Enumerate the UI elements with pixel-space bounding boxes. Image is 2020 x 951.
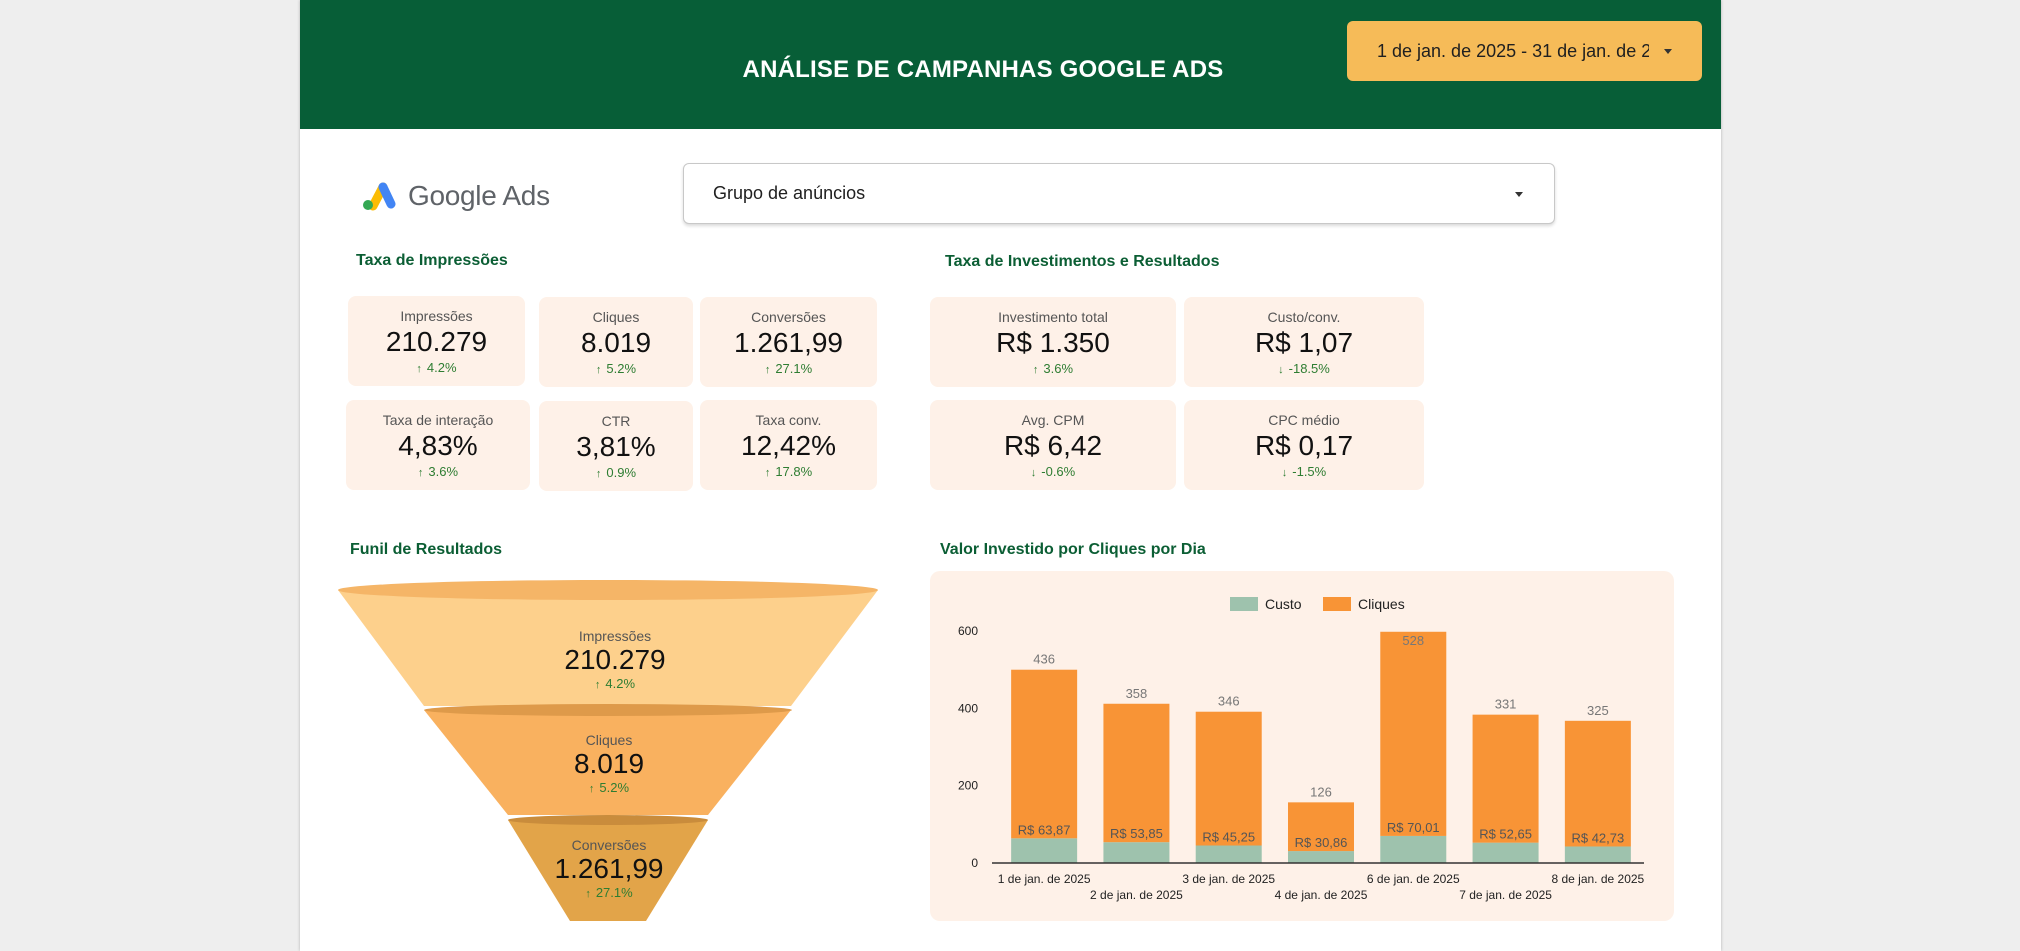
y-tick-label: 0 bbox=[971, 856, 978, 870]
metric-card-conversion-rate: Taxa conv. 12,42% ↑ 17.8% bbox=[700, 400, 877, 490]
metric-card-impressions: Impressões 210.279 ↑ 4.2% bbox=[348, 296, 525, 386]
bar-custo bbox=[1564, 846, 1631, 863]
arrow-up-icon: ↑ bbox=[585, 888, 591, 900]
metric-card-ctr: CTR 3,81% ↑ 0.9% bbox=[539, 401, 693, 491]
metric-card-avg-cpm: Avg. CPM R$ 6,42 ↓ -0.6% bbox=[930, 400, 1176, 490]
chart-section-title: Valor Investido por Cliques por Dia bbox=[940, 541, 1206, 558]
funnel-stage-clicks bbox=[424, 710, 791, 815]
arrow-up-icon: ↑ bbox=[764, 467, 771, 479]
caret-down-icon bbox=[1664, 49, 1672, 54]
arrow-up-icon: ↑ bbox=[594, 679, 601, 691]
arrow-down-icon: ↓ bbox=[1030, 467, 1037, 479]
google-ads-logo-text: Google Ads bbox=[408, 180, 550, 211]
arrow-up-icon: ↑ bbox=[417, 467, 424, 479]
data-label-custo: R$ 45,25 bbox=[1202, 830, 1255, 845]
x-tick-label: 1 de jan. de 2025 bbox=[998, 872, 1091, 886]
ad-group-label: Grupo de anúncios bbox=[713, 183, 866, 203]
data-label-custo: R$ 70,01 bbox=[1387, 820, 1440, 835]
bar-cliques bbox=[1472, 714, 1539, 843]
data-label-cliques: 528 bbox=[1402, 633, 1424, 648]
bar-custo bbox=[1195, 845, 1262, 863]
bar-custo bbox=[1011, 838, 1078, 863]
metric-card-cost-per-conversion: Custo/conv. R$ 1,07 ↓ -18.5% bbox=[1184, 297, 1424, 387]
bar-cliques bbox=[1564, 720, 1631, 847]
arrow-up-icon: ↑ bbox=[1032, 364, 1039, 376]
x-tick-label: 3 de jan. de 2025 bbox=[1182, 872, 1275, 886]
bar-custo bbox=[1103, 842, 1170, 863]
chart-plot: 0 200 400 600 R$ 63,87 436 1 de jan. de 2025 R$… bbox=[958, 624, 1645, 902]
data-label-custo: R$ 42,73 bbox=[1571, 830, 1624, 845]
legend-item-cliques[interactable]: Cliques bbox=[1323, 596, 1405, 612]
data-label-custo: R$ 63,87 bbox=[1018, 822, 1071, 837]
funnel-section-title: Funil de Resultados bbox=[350, 541, 503, 558]
funnel-clicks: Cliques 8.019 ↑ 5.2% bbox=[573, 732, 645, 795]
data-label-cliques: 346 bbox=[1218, 694, 1240, 709]
arrow-up-icon: ↑ bbox=[588, 783, 595, 795]
results-funnel: Impressões 210.279 ↑ 4.2% Cliques 8.019 ↑… bbox=[336, 578, 882, 923]
metric-card-interaction-rate: Taxa de interação 4,83% ↑ 3.6% bbox=[346, 400, 530, 490]
metric-card-avg-cpc: CPC médio R$ 0,17 ↓ -1.5% bbox=[1184, 400, 1424, 490]
funnel-stage-conversions bbox=[508, 820, 708, 921]
data-label-custo: R$ 52,65 bbox=[1479, 827, 1532, 842]
google-ads-logo: Google Ads bbox=[360, 178, 550, 214]
metric-card-conversions: Conversões 1.261,99 ↑ 27.1% bbox=[700, 297, 877, 387]
arrow-up-icon: ↑ bbox=[595, 364, 602, 376]
arrow-down-icon: ↓ bbox=[1278, 364, 1284, 376]
bar-cliques bbox=[1380, 631, 1447, 836]
google-ads-logo-icon bbox=[363, 182, 396, 211]
metric-card-clicks: Cliques 8.019 ↑ 5.2% bbox=[539, 297, 693, 387]
ad-group-dropdown[interactable]: Grupo de anúncios bbox=[683, 163, 1555, 224]
data-label-custo: R$ 30,86 bbox=[1295, 835, 1348, 850]
y-tick-label: 600 bbox=[958, 624, 978, 638]
legend-swatch-custo bbox=[1230, 597, 1258, 611]
funnel-conversions: Conversões 1.261,99 ↑ 27.1% bbox=[554, 837, 664, 900]
impressions-section-title: Taxa de Impressões bbox=[356, 252, 508, 269]
bar-cliques bbox=[1195, 711, 1262, 846]
dashboard-page: ANÁLISE DE CAMPANHAS GOOGLE ADS 1 de jan… bbox=[300, 0, 1721, 951]
funnel-stage-impressions-rim bbox=[338, 580, 878, 600]
date-range-picker[interactable]: 1 de jan. de 2025 - 31 de jan. de 202 bbox=[1347, 21, 1702, 81]
bar-cliques bbox=[1288, 802, 1354, 852]
funnel-impressions: Impressões 210.279 ↑ 4.2% bbox=[564, 628, 666, 691]
bar-cliques bbox=[1103, 703, 1170, 843]
arrow-up-icon: ↑ bbox=[764, 364, 771, 376]
x-tick-label: 6 de jan. de 2025 bbox=[1367, 872, 1460, 886]
x-tick-label: 2 de jan. de 2025 bbox=[1090, 888, 1183, 902]
y-tick-label: 200 bbox=[958, 779, 978, 793]
bar-custo bbox=[1380, 835, 1447, 863]
funnel-shape bbox=[338, 580, 878, 921]
data-label-cliques: 325 bbox=[1587, 703, 1609, 718]
arrow-up-icon: ↑ bbox=[595, 468, 602, 480]
daily-cost-clicks-chart: Custo Cliques 0 200 400 600 R$ 63,87 436 1 de … bbox=[930, 571, 1674, 921]
bar-cliques bbox=[1011, 669, 1078, 839]
bar-custo bbox=[1288, 851, 1354, 863]
header-bar: ANÁLISE DE CAMPANHAS GOOGLE ADS 1 de jan… bbox=[300, 0, 1721, 129]
funnel-stage-clicks-rim bbox=[424, 704, 792, 716]
arrow-down-icon: ↓ bbox=[1281, 467, 1288, 479]
investments-section-title: Taxa de Investimentos e Resultados bbox=[945, 253, 1220, 270]
metric-card-total-investment: Investimento total R$ 1.350 ↑ 3.6% bbox=[930, 297, 1176, 387]
bar-custo bbox=[1472, 842, 1539, 863]
y-tick-label: 400 bbox=[958, 701, 978, 715]
page-title: ANÁLISE DE CAMPANHAS GOOGLE ADS bbox=[742, 56, 1224, 83]
funnel-stage-conversions-rim bbox=[508, 815, 708, 825]
data-label-cliques: 331 bbox=[1495, 697, 1517, 712]
date-range-value: 1 de jan. de 2025 - 31 de jan. de 202 bbox=[1377, 40, 1649, 61]
data-label-custo: R$ 53,85 bbox=[1110, 826, 1163, 841]
x-tick-label: 7 de jan. de 2025 bbox=[1459, 888, 1552, 902]
legend-item-custo[interactable]: Custo bbox=[1230, 596, 1302, 612]
data-label-cliques: 436 bbox=[1033, 652, 1055, 667]
arrow-up-icon: ↑ bbox=[416, 363, 422, 375]
funnel-stage-impressions bbox=[338, 590, 878, 706]
x-tick-label: 4 de jan. de 2025 bbox=[1275, 888, 1368, 902]
x-tick-label: 8 de jan. de 2025 bbox=[1551, 872, 1644, 886]
data-label-cliques: 126 bbox=[1310, 784, 1332, 799]
legend-swatch-cliques bbox=[1323, 597, 1351, 611]
data-label-cliques: 358 bbox=[1126, 686, 1148, 701]
caret-down-icon bbox=[1515, 192, 1523, 197]
